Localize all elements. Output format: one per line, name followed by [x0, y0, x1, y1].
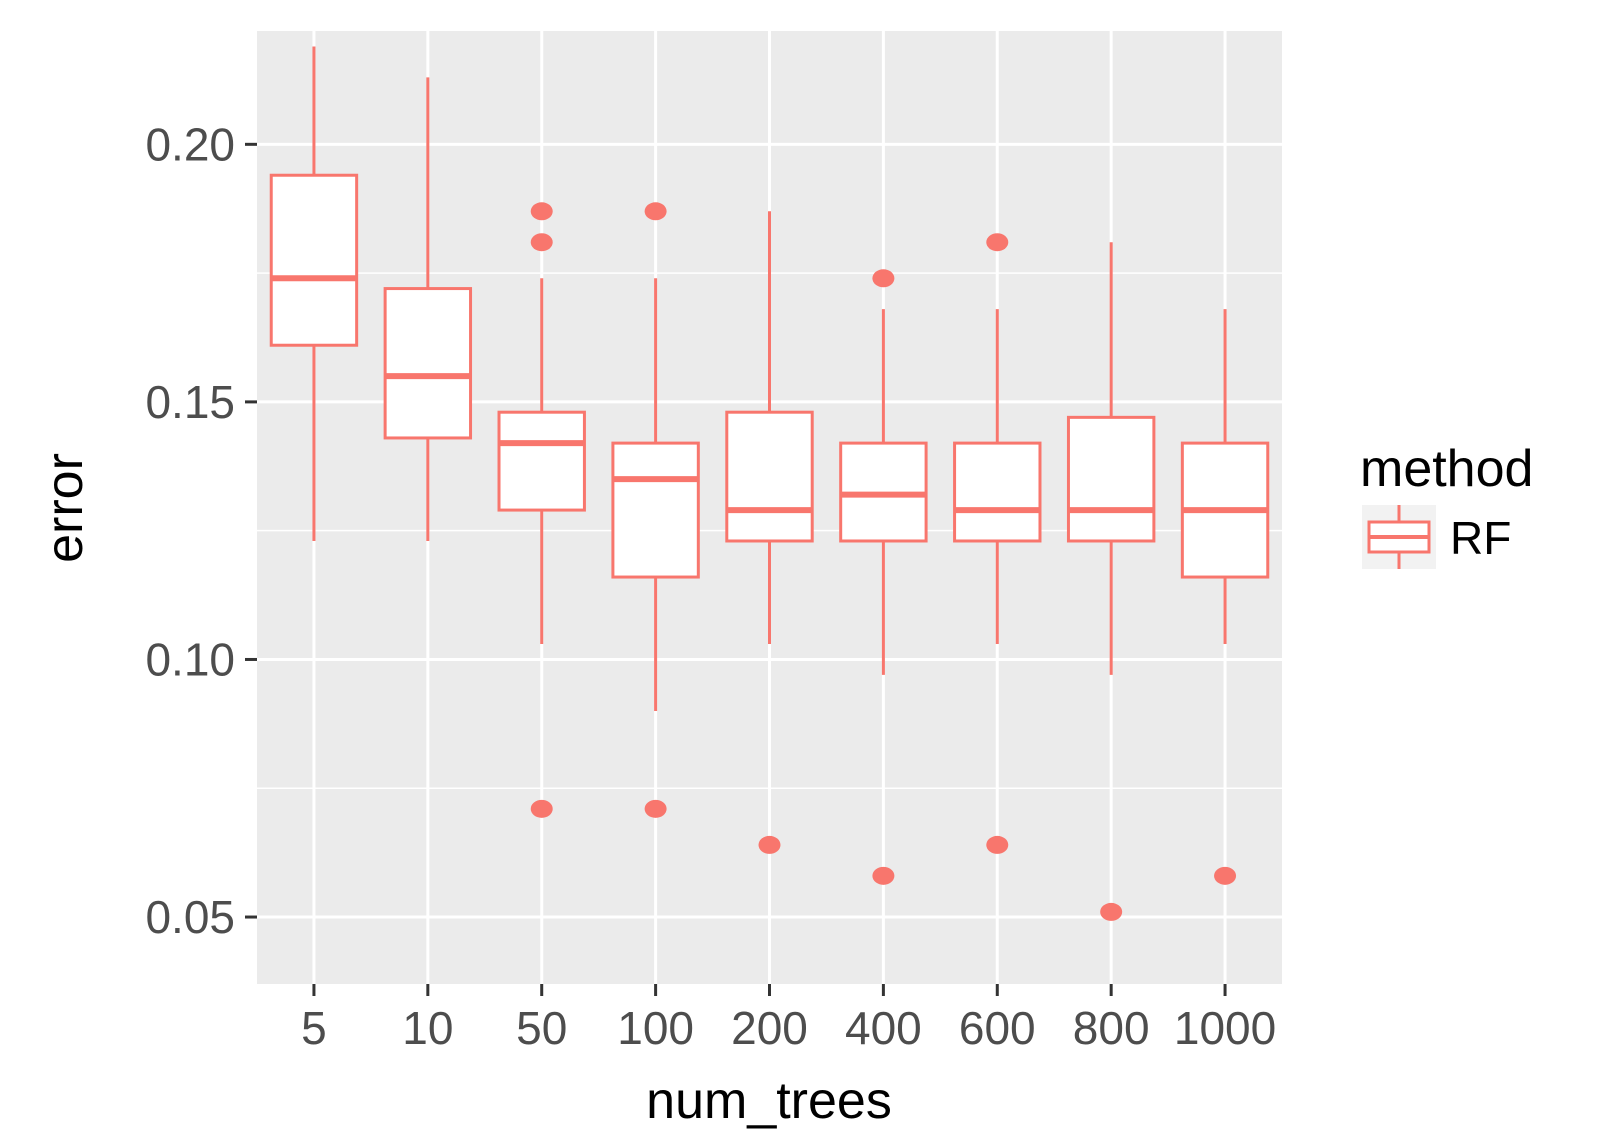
x-tick-label-8: 1000	[1174, 1002, 1276, 1054]
box-800	[1066, 242, 1156, 921]
x-tick-label-1: 10	[402, 1002, 453, 1054]
box-5	[269, 46, 359, 541]
x-axis: 5 10 50 100 200 400 600 800 1000	[301, 984, 1276, 1054]
x-tick-label-2: 50	[516, 1002, 567, 1054]
outlier-point-2	[530, 799, 553, 818]
box-600	[953, 233, 1042, 854]
y-axis: 0.05 0.10 0.15 0.20	[145, 118, 257, 943]
x-tick-label-0: 5	[301, 1002, 327, 1054]
y-tick-label-1: 0.10	[145, 633, 235, 685]
x-tick-label-3: 100	[617, 1002, 694, 1054]
box-400	[839, 269, 928, 885]
outlier-point-1	[872, 866, 895, 885]
box-iqr	[953, 441, 1042, 543]
box-iqr	[611, 441, 700, 579]
outlier-point-1	[644, 799, 667, 818]
box-iqr	[725, 410, 814, 543]
box-100	[611, 202, 700, 818]
legend-key-glyph	[1367, 505, 1431, 569]
y-tick-label-3: 0.20	[145, 118, 235, 170]
box-200	[725, 211, 814, 854]
y-tick-label-2: 0.15	[145, 376, 235, 428]
outlier-point-0	[986, 233, 1009, 252]
box-10	[383, 77, 473, 541]
outlier-point-0	[1214, 866, 1237, 885]
box-50	[497, 202, 586, 818]
box-1000	[1180, 309, 1270, 885]
outlier-point-0	[644, 202, 667, 221]
outlier-point-0	[530, 202, 553, 221]
outlier-point-1	[530, 233, 553, 252]
x-tick-label-7: 800	[1073, 1002, 1150, 1054]
y-axis-title: error	[36, 453, 94, 563]
x-tick-label-6: 600	[959, 1002, 1036, 1054]
box-iqr	[269, 173, 359, 347]
x-axis-title: num_trees	[646, 1072, 892, 1130]
outlier-point-0	[872, 269, 895, 288]
legend-title: method	[1360, 440, 1533, 498]
outlier-point-0	[758, 835, 781, 854]
x-tick-label-4: 200	[731, 1002, 808, 1054]
boxes	[269, 46, 1270, 921]
box-iqr	[383, 287, 473, 440]
box-iqr	[1066, 415, 1156, 543]
outlier-point-0	[1100, 902, 1123, 921]
legend: method RF	[1360, 440, 1533, 569]
y-tick-label-0: 0.05	[145, 891, 235, 943]
legend-label-rf: RF	[1450, 512, 1511, 564]
x-tick-label-5: 400	[845, 1002, 922, 1054]
outlier-point-1	[986, 835, 1009, 854]
box-iqr	[497, 410, 586, 512]
